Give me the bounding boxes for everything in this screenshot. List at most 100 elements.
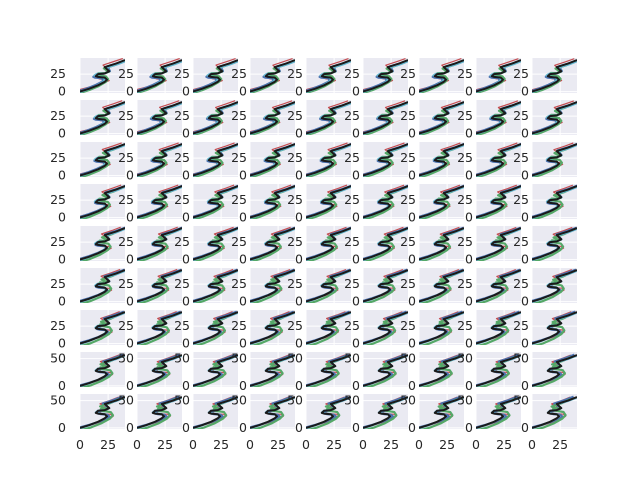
- y-tick-label: 25: [287, 234, 303, 249]
- y-tick-label: 0: [465, 294, 473, 309]
- y-tick-label: 25: [118, 318, 134, 333]
- y-tick-label: 25: [174, 276, 190, 291]
- y-tick-label: 0: [126, 210, 134, 225]
- y-tick-label: 0: [295, 420, 303, 435]
- y-tick-label: 25: [174, 66, 190, 81]
- x-tick-label: 25: [326, 437, 342, 452]
- y-tick-label: 0: [465, 336, 473, 351]
- y-tick-label: 0: [352, 294, 360, 309]
- x-tick-label: 25: [100, 437, 116, 452]
- y-tick-label: 25: [457, 66, 473, 81]
- y-tick-label: 0: [239, 420, 247, 435]
- y-tick-label: 25: [287, 108, 303, 123]
- y-tick-label: 25: [287, 66, 303, 81]
- y-tick-label: 50: [174, 351, 190, 366]
- y-tick-label: 25: [513, 318, 529, 333]
- y-tick-label: 25: [344, 234, 360, 249]
- x-tick-label: 25: [552, 437, 568, 452]
- y-tick-label: 0: [465, 210, 473, 225]
- y-tick-label: 25: [344, 318, 360, 333]
- y-tick-label: 25: [457, 276, 473, 291]
- y-tick-label: 25: [287, 318, 303, 333]
- y-tick-label: 25: [513, 150, 529, 165]
- panel-r3-c8: [532, 184, 578, 220]
- y-tick-label: 50: [400, 393, 416, 408]
- panel-grid: [80, 58, 580, 431]
- y-tick-label: 50: [513, 393, 529, 408]
- x-tick-label: 0: [189, 437, 197, 452]
- y-tick-label: 25: [287, 192, 303, 207]
- x-tick-label: 0: [76, 437, 84, 452]
- y-tick-label: 0: [182, 126, 190, 141]
- y-tick-label: 0: [465, 252, 473, 267]
- y-tick-label: 25: [287, 276, 303, 291]
- y-tick-label: 0: [408, 336, 416, 351]
- y-tick-label: 25: [344, 66, 360, 81]
- y-tick-label: 0: [521, 252, 529, 267]
- x-tick-label: 0: [133, 437, 141, 452]
- y-tick-label: 0: [182, 168, 190, 183]
- y-tick-label: 50: [118, 393, 134, 408]
- y-tick-label: 0: [182, 420, 190, 435]
- y-tick-label: 25: [50, 66, 66, 81]
- y-tick-label: 25: [174, 108, 190, 123]
- y-tick-label: 25: [50, 234, 66, 249]
- y-tick-label: 25: [231, 276, 247, 291]
- y-tick-label: 0: [521, 336, 529, 351]
- y-tick-label: 0: [126, 84, 134, 99]
- y-tick-label: 0: [295, 378, 303, 393]
- x-tick-label: 25: [496, 437, 512, 452]
- y-tick-label: 0: [182, 210, 190, 225]
- y-tick-label: 50: [287, 393, 303, 408]
- y-tick-label: 25: [174, 150, 190, 165]
- y-tick-label: 25: [118, 276, 134, 291]
- y-tick-label: 0: [239, 168, 247, 183]
- y-tick-label: 0: [295, 336, 303, 351]
- y-tick-label: 0: [182, 378, 190, 393]
- y-tick-label: 25: [513, 234, 529, 249]
- x-tick-label: 25: [439, 437, 455, 452]
- y-tick-label: 0: [521, 168, 529, 183]
- y-tick-label: 0: [521, 294, 529, 309]
- y-tick-label: 25: [231, 318, 247, 333]
- y-tick-label: 25: [231, 192, 247, 207]
- panel-r8-c8: [532, 394, 577, 431]
- y-tick-label: 25: [457, 234, 473, 249]
- y-tick-label: 0: [239, 294, 247, 309]
- y-tick-label: 25: [400, 192, 416, 207]
- y-tick-label: 0: [58, 420, 66, 435]
- y-tick-label: 25: [400, 276, 416, 291]
- y-tick-label: 25: [400, 108, 416, 123]
- y-tick-label: 50: [457, 393, 473, 408]
- panel-r2-c8: [532, 142, 579, 178]
- y-tick-label: 25: [118, 234, 134, 249]
- y-tick-label: 25: [344, 192, 360, 207]
- y-tick-label: 0: [182, 84, 190, 99]
- x-tick-label: 0: [415, 437, 423, 452]
- y-tick-label: 0: [58, 126, 66, 141]
- y-tick-label: 0: [352, 252, 360, 267]
- y-tick-label: 0: [352, 378, 360, 393]
- y-tick-label: 25: [118, 150, 134, 165]
- y-tick-label: 0: [465, 84, 473, 99]
- y-tick-label: 0: [295, 126, 303, 141]
- x-tick-label: 0: [359, 437, 367, 452]
- y-tick-label: 0: [58, 378, 66, 393]
- y-tick-label: 0: [521, 84, 529, 99]
- y-tick-label: 25: [400, 318, 416, 333]
- y-tick-label: 0: [408, 210, 416, 225]
- y-tick-label: 50: [287, 351, 303, 366]
- y-tick-label: 25: [400, 66, 416, 81]
- y-tick-label: 0: [58, 84, 66, 99]
- y-tick-label: 25: [231, 66, 247, 81]
- y-tick-label: 25: [50, 108, 66, 123]
- y-tick-label: 0: [352, 420, 360, 435]
- y-tick-label: 25: [118, 108, 134, 123]
- y-tick-label: 50: [400, 351, 416, 366]
- y-tick-label: 0: [126, 168, 134, 183]
- y-tick-label: 0: [521, 126, 529, 141]
- y-tick-label: 25: [400, 234, 416, 249]
- x-tick-label: 25: [270, 437, 286, 452]
- y-tick-label: 25: [50, 276, 66, 291]
